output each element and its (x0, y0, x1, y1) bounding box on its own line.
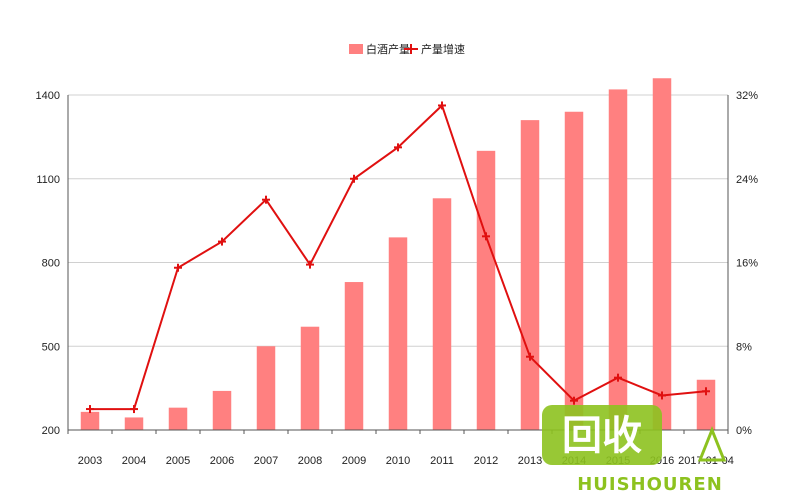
x-tick-label: 2010 (386, 455, 410, 467)
bar (608, 89, 628, 431)
legend-line-label: 产量增速 (421, 42, 465, 56)
watermark-leaf-icon (697, 425, 727, 462)
right-axis-ticks: 0% 8% 16% 24% 32% (736, 90, 758, 437)
bar (344, 282, 364, 430)
watermark-subtext-bg (575, 470, 725, 494)
watermark-badge (542, 405, 662, 465)
watermark-subtext: HUISHOUREN (577, 474, 723, 495)
bar (212, 390, 232, 430)
bar (476, 150, 496, 431)
line-series (86, 101, 710, 414)
x-tick-label: 2007 (254, 455, 278, 467)
bar (124, 417, 144, 430)
y2-tick-label: 32% (736, 90, 758, 102)
bar (300, 326, 320, 430)
growth-point (86, 405, 94, 414)
y2-tick-label: 8% (736, 341, 752, 353)
watermark-text: 回收 (562, 413, 642, 459)
growth-point (262, 195, 270, 204)
bar (564, 111, 584, 430)
x-tick-label: 2004 (122, 455, 146, 467)
growth-point (702, 387, 710, 396)
y-tick-label: 500 (42, 341, 60, 353)
growth-point (526, 352, 534, 361)
legend: 白酒产量 产量增速 (349, 42, 465, 56)
y2-tick-label: 16% (736, 258, 758, 270)
growth-point (394, 143, 402, 152)
x-tick-label: 2008 (298, 455, 322, 467)
bar (168, 407, 188, 430)
growth-point (614, 373, 622, 382)
growth-point (570, 396, 578, 405)
y-tick-label: 1100 (36, 174, 60, 186)
y-tick-label: 1400 (36, 90, 60, 102)
x-tick-label: 2003 (78, 455, 102, 467)
bar (388, 237, 408, 430)
bar (520, 120, 540, 430)
growth-point (350, 174, 358, 183)
bar-series (80, 78, 716, 431)
y-tick-label: 800 (42, 258, 60, 270)
left-axis-ticks: 200 500 800 1100 1400 (36, 90, 60, 437)
x-tick-label: 2006 (210, 455, 234, 467)
bar (432, 198, 452, 430)
y2-tick-label: 0% (736, 425, 752, 437)
watermark-logo: 回收 HUISHOUREN (542, 405, 727, 495)
bar (256, 346, 276, 430)
x-tick-label: 2005 (166, 455, 190, 467)
growth-point (218, 237, 226, 246)
legend-bar-swatch (349, 44, 363, 54)
x-tick-label: 2013 (518, 455, 542, 467)
growth-point (438, 101, 446, 110)
bar (80, 411, 100, 430)
y-tick-label: 200 (42, 425, 60, 437)
bar (652, 78, 672, 430)
y2-tick-label: 24% (736, 174, 758, 186)
growth-point (482, 232, 490, 241)
growth-point (174, 263, 182, 272)
legend-bar-label: 白酒产量 (366, 42, 410, 56)
x-tick-label: 2012 (474, 455, 498, 467)
x-tick-label: 2011 (430, 455, 454, 467)
growth-point (658, 391, 666, 400)
x-tick-label: 2009 (342, 455, 366, 467)
growth-point (130, 405, 138, 414)
growth-point (306, 260, 314, 269)
